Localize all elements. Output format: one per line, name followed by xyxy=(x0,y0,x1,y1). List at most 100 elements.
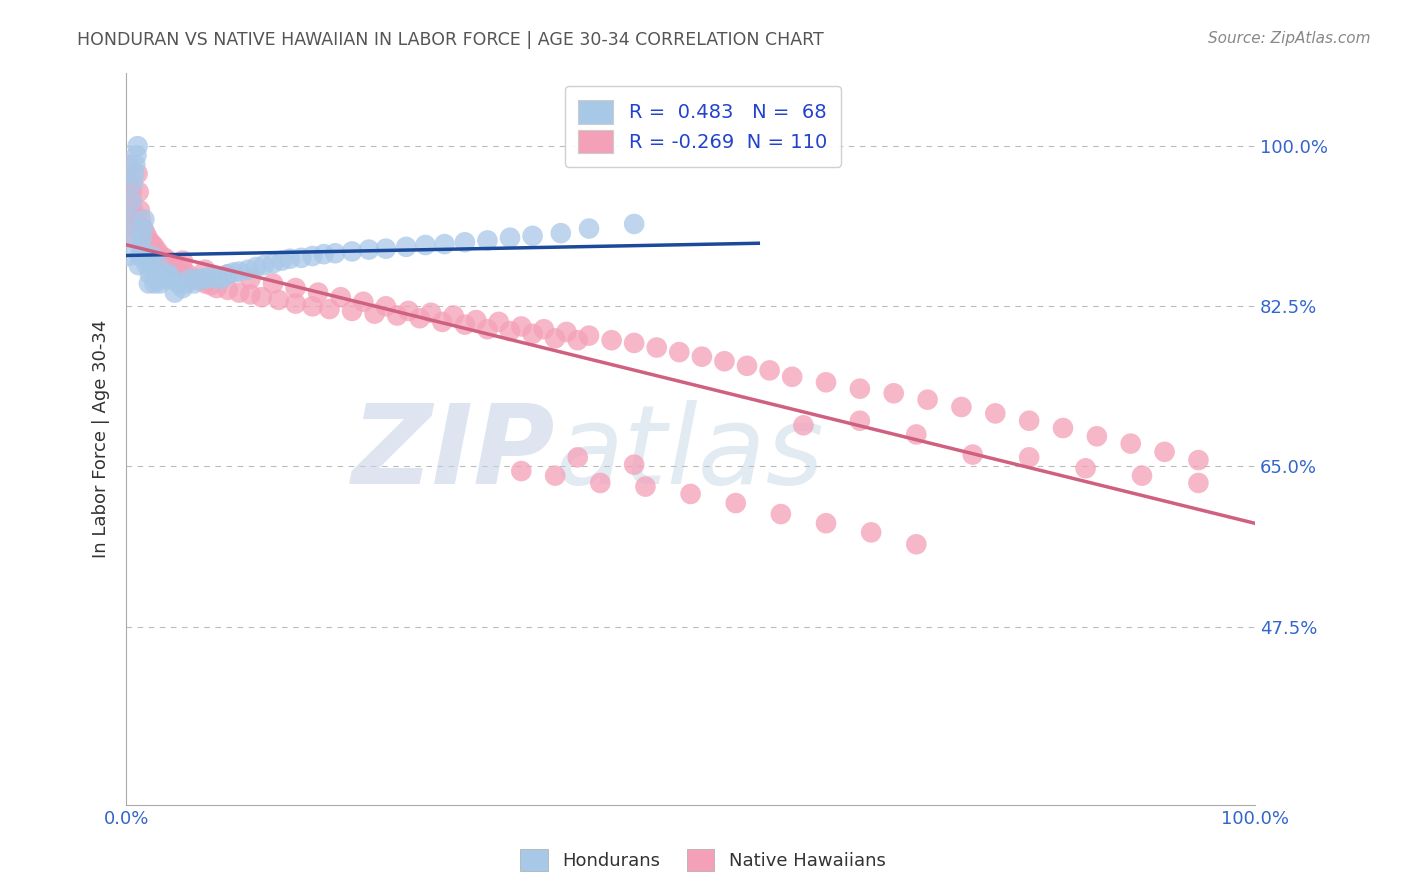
Point xyxy=(157,268,180,282)
Point xyxy=(238,262,260,277)
Point xyxy=(166,260,188,275)
Point xyxy=(883,386,905,401)
Point xyxy=(713,354,735,368)
Point xyxy=(623,458,645,472)
Point xyxy=(962,448,984,462)
Point xyxy=(432,315,454,329)
Point xyxy=(179,272,201,286)
Point xyxy=(146,258,169,272)
Point xyxy=(1018,450,1040,465)
Point xyxy=(454,318,477,332)
Point xyxy=(290,251,312,265)
Point xyxy=(121,194,143,208)
Point xyxy=(141,249,163,263)
Point xyxy=(645,341,668,355)
Point xyxy=(150,249,173,263)
Point xyxy=(146,272,169,286)
Point xyxy=(132,221,155,235)
Text: atlas: atlas xyxy=(555,401,824,508)
Point xyxy=(533,322,555,336)
Point xyxy=(454,235,477,250)
Point xyxy=(128,249,150,263)
Point xyxy=(122,167,145,181)
Point xyxy=(200,278,222,293)
Text: HONDURAN VS NATIVE HAWAIIAN IN LABOR FORCE | AGE 30-34 CORRELATION CHART: HONDURAN VS NATIVE HAWAIIAN IN LABOR FOR… xyxy=(77,31,824,49)
Point xyxy=(118,230,141,244)
Point xyxy=(284,296,307,310)
Point xyxy=(183,277,205,291)
Point xyxy=(132,221,155,235)
Point xyxy=(245,260,267,274)
Point xyxy=(239,272,262,286)
Point xyxy=(117,157,139,171)
Point xyxy=(567,333,589,347)
Point xyxy=(174,277,197,291)
Point xyxy=(323,246,346,260)
Point xyxy=(1187,453,1209,467)
Point xyxy=(139,235,162,250)
Point xyxy=(129,240,152,254)
Point xyxy=(205,272,228,286)
Point xyxy=(167,277,190,291)
Y-axis label: In Labor Force | Age 30-34: In Labor Force | Age 30-34 xyxy=(93,320,110,558)
Point xyxy=(374,299,396,313)
Point xyxy=(120,194,142,208)
Point xyxy=(211,272,233,286)
Point xyxy=(131,230,153,244)
Point xyxy=(172,281,194,295)
Point xyxy=(267,293,290,307)
Point xyxy=(433,237,456,252)
Text: ZIP: ZIP xyxy=(352,401,555,508)
Point xyxy=(917,392,939,407)
Point xyxy=(352,294,374,309)
Point xyxy=(415,238,437,252)
Point xyxy=(122,203,145,218)
Point xyxy=(121,185,143,199)
Point xyxy=(118,176,141,190)
Point xyxy=(550,226,572,240)
Point xyxy=(183,272,205,286)
Point xyxy=(905,537,928,551)
Point xyxy=(128,258,150,272)
Point xyxy=(420,306,443,320)
Point xyxy=(222,265,245,279)
Point xyxy=(668,345,690,359)
Point xyxy=(849,414,872,428)
Point xyxy=(217,268,239,282)
Point xyxy=(160,272,183,286)
Point xyxy=(578,328,600,343)
Point xyxy=(124,157,146,171)
Point xyxy=(363,307,385,321)
Point xyxy=(1119,436,1142,450)
Point xyxy=(228,264,250,278)
Point xyxy=(301,299,323,313)
Point xyxy=(567,450,589,465)
Point xyxy=(143,277,166,291)
Point xyxy=(1052,421,1074,435)
Point xyxy=(152,272,174,286)
Point xyxy=(307,285,329,300)
Point xyxy=(1085,429,1108,443)
Point xyxy=(555,325,578,339)
Point xyxy=(578,221,600,235)
Point xyxy=(149,277,172,291)
Point xyxy=(510,319,533,334)
Point xyxy=(589,475,612,490)
Point xyxy=(544,468,567,483)
Point xyxy=(769,507,792,521)
Point xyxy=(117,249,139,263)
Point xyxy=(136,249,159,263)
Point xyxy=(758,363,780,377)
Point xyxy=(200,269,222,284)
Point xyxy=(194,262,217,277)
Point xyxy=(172,262,194,277)
Point xyxy=(138,277,160,291)
Point xyxy=(340,244,363,259)
Point xyxy=(262,277,284,291)
Point xyxy=(153,272,176,286)
Point xyxy=(1074,461,1097,475)
Point xyxy=(814,376,837,390)
Point xyxy=(162,258,184,272)
Point xyxy=(499,324,522,338)
Point xyxy=(127,167,149,181)
